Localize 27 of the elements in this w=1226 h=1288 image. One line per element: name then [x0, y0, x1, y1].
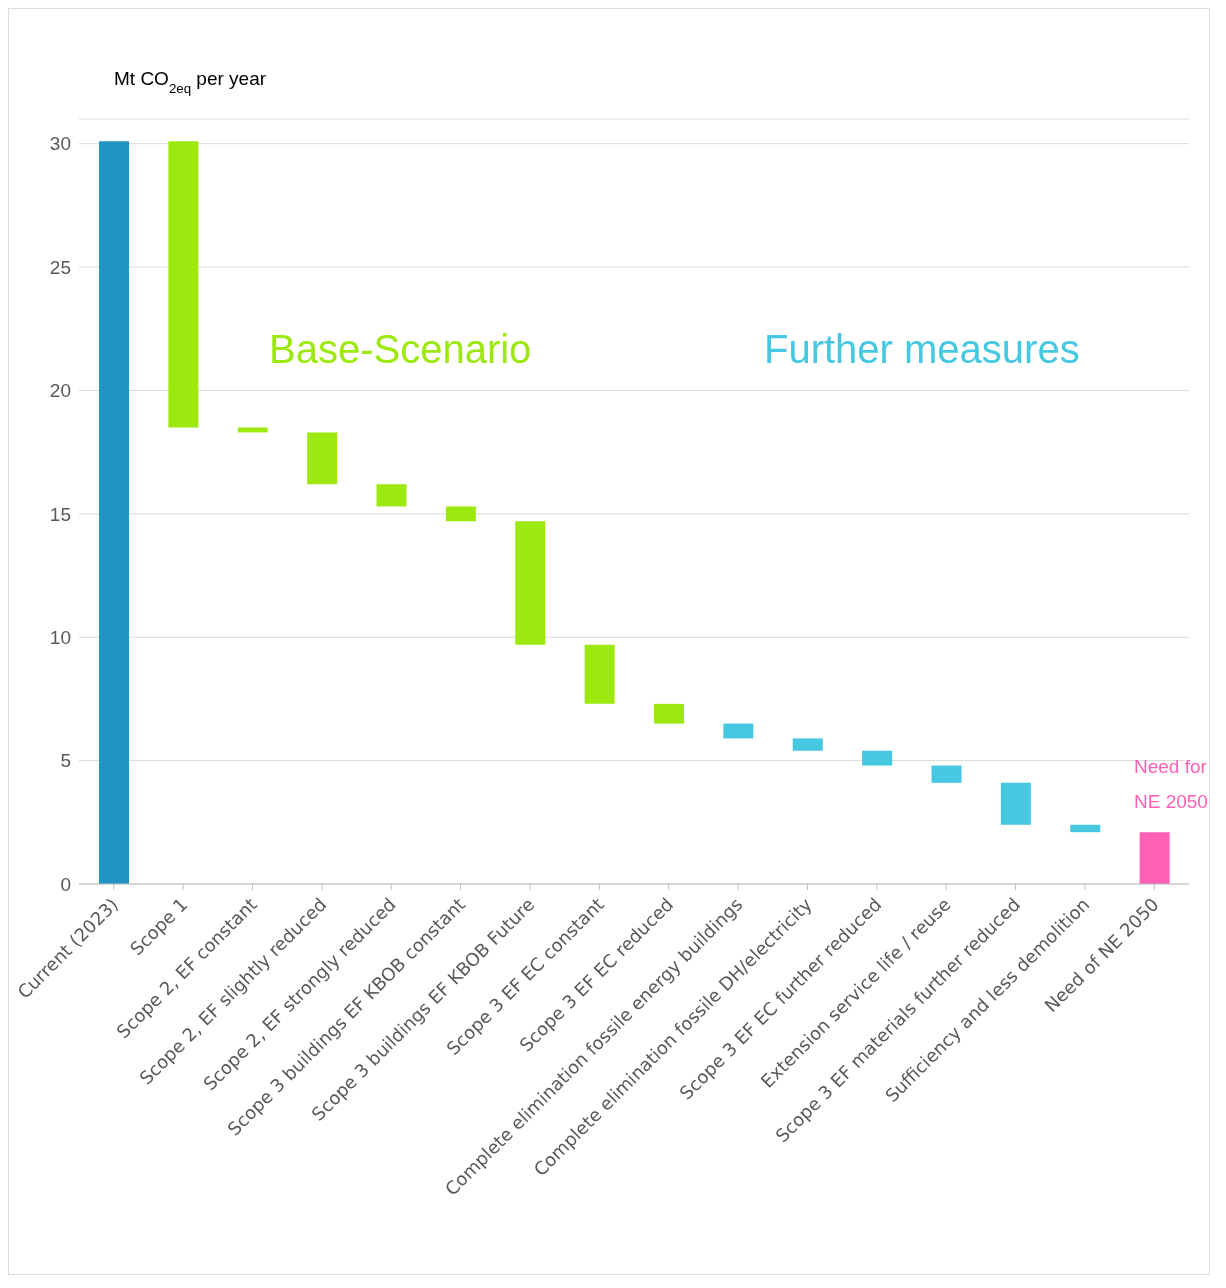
bar [654, 703, 684, 724]
y-tick-label: 5 [60, 750, 71, 772]
bar [168, 141, 199, 428]
bar [1139, 832, 1170, 884]
bar [584, 644, 615, 704]
bar [307, 432, 338, 485]
bar [376, 484, 407, 507]
y-tick-label: 0 [60, 873, 71, 895]
bar [515, 521, 546, 645]
annotation: Further measures [764, 327, 1080, 372]
bar [931, 765, 962, 783]
bar [792, 738, 823, 751]
bar [862, 750, 893, 766]
bar [723, 723, 754, 739]
bar [445, 506, 476, 522]
y-tick-label: 15 [49, 503, 71, 525]
y-tick-label: 25 [49, 256, 71, 278]
bar [99, 141, 129, 884]
bar [1000, 782, 1031, 825]
y-tick-label: 20 [49, 380, 71, 402]
y-tick-label: 10 [49, 626, 71, 648]
bar [237, 427, 268, 433]
bar [1070, 824, 1101, 833]
y-tick-label: 30 [49, 133, 71, 155]
annotation: Base-Scenario [269, 327, 532, 372]
y-axis-title: Mt CO$_{2eq}$ per year [114, 68, 267, 96]
annotation: Need for NE 2050 [1134, 755, 1209, 814]
